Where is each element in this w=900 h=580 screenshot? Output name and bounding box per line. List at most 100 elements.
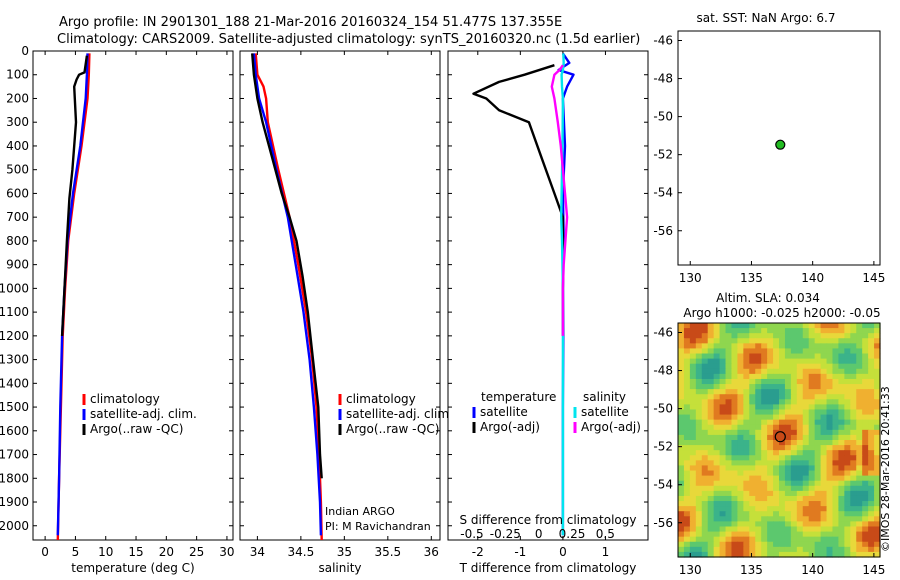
- heat-cell: [707, 526, 715, 533]
- heat-cell: [796, 338, 804, 344]
- heat-cell: [796, 546, 804, 553]
- heat-cell: [856, 384, 863, 390]
- heat-cell: [784, 323, 792, 329]
- heat-cell: [749, 516, 756, 522]
- heat-cell: [683, 551, 691, 558]
- heat-cell: [820, 551, 828, 558]
- heat-cell: [779, 460, 786, 467]
- plot-frame: [32, 50, 234, 541]
- heat-cell: [737, 455, 744, 461]
- heat-cell: [874, 333, 881, 339]
- heat-cell: [701, 465, 709, 472]
- heat-cell: [761, 485, 768, 492]
- heat-cell: [844, 409, 851, 416]
- heat-cell: [850, 419, 857, 426]
- heat-cell: [695, 521, 703, 528]
- heat-cell: [713, 541, 721, 548]
- heat-cell: [850, 495, 857, 502]
- heat-cell: [856, 470, 863, 477]
- heat-cell: [802, 445, 810, 451]
- heat-cell: [678, 485, 685, 492]
- heat-cell: [761, 470, 768, 477]
- heat-cell: [802, 378, 810, 385]
- heat-cell: [820, 343, 828, 350]
- series-line-3: [550, 64, 569, 336]
- heat-cell: [707, 445, 715, 451]
- heat-cell: [683, 429, 691, 436]
- y-tick-label: -46: [653, 326, 673, 340]
- heat-cell: [874, 343, 881, 350]
- heat-cell: [844, 414, 851, 421]
- heat-cell: [844, 378, 851, 385]
- heat-cell: [808, 506, 816, 512]
- heat-cell: [689, 521, 697, 528]
- heat-cell: [725, 353, 733, 360]
- heat-cell: [862, 389, 869, 395]
- heat-cell: [826, 353, 834, 360]
- heat-cell: [761, 506, 768, 512]
- heat-cell: [755, 506, 762, 512]
- heat-cell: [868, 526, 875, 533]
- heat-cell: [844, 480, 851, 487]
- heat-cell: [826, 434, 834, 441]
- heat-cell: [838, 455, 845, 461]
- heat-cell: [773, 516, 780, 522]
- heat-cell: [856, 506, 863, 512]
- heat-cell: [755, 378, 762, 385]
- heat-cell: [755, 536, 762, 543]
- heat-cell: [767, 501, 774, 507]
- heat-cell: [737, 546, 744, 553]
- heat-cell: [808, 480, 816, 487]
- heat-cell: [838, 384, 845, 390]
- heat-cell: [737, 470, 744, 477]
- heat-cell: [713, 343, 721, 350]
- heat-cell: [790, 384, 798, 390]
- heat-cell: [838, 531, 845, 538]
- heat-cell: [850, 343, 857, 350]
- heat-cell: [850, 506, 857, 512]
- heat-cell: [683, 521, 691, 528]
- heat-cell: [713, 389, 721, 395]
- heat-cell: [814, 384, 822, 390]
- heat-cell: [868, 470, 875, 477]
- sla-heatmap: [678, 323, 881, 558]
- x-tick-label: 130: [679, 271, 702, 285]
- heat-cell: [755, 516, 762, 522]
- heat-cell: [755, 480, 762, 487]
- heat-cell: [808, 541, 816, 548]
- heat-cell: [737, 551, 744, 558]
- heat-cell: [725, 445, 733, 451]
- x-axis-label: T difference from climatology: [459, 561, 637, 575]
- heat-cell: [784, 440, 792, 446]
- heat-cell: [856, 551, 863, 558]
- heat-cell: [695, 384, 703, 390]
- heat-cell: [725, 328, 733, 334]
- heat-cell: [850, 551, 857, 558]
- heat-cell: [773, 394, 780, 400]
- heat-cell: [790, 429, 798, 436]
- heat-cell: [856, 440, 863, 446]
- heat-cell: [820, 536, 828, 543]
- heat-cell: [850, 475, 857, 482]
- heat-cell: [796, 455, 804, 461]
- heat-cell: [844, 338, 851, 344]
- heat-cell: [773, 526, 780, 533]
- heat-cell: [844, 521, 851, 528]
- heat-cell: [767, 445, 774, 451]
- heat-cell: [683, 475, 691, 482]
- heat-cell: [868, 490, 875, 497]
- heat-cell: [850, 440, 857, 446]
- heat-cell: [808, 429, 816, 436]
- heat-cell: [689, 378, 697, 385]
- heat-cell: [725, 495, 733, 502]
- heat-cell: [868, 414, 875, 421]
- heat-cell: [755, 511, 762, 517]
- heat-cell: [683, 546, 691, 553]
- y-tick-label: 1000: [0, 281, 29, 295]
- heat-cell: [737, 460, 744, 467]
- heat-cell: [868, 485, 875, 492]
- heat-cell: [683, 378, 691, 385]
- heat-cell: [678, 333, 685, 339]
- heat-cell: [695, 531, 703, 538]
- heat-cell: [678, 323, 685, 329]
